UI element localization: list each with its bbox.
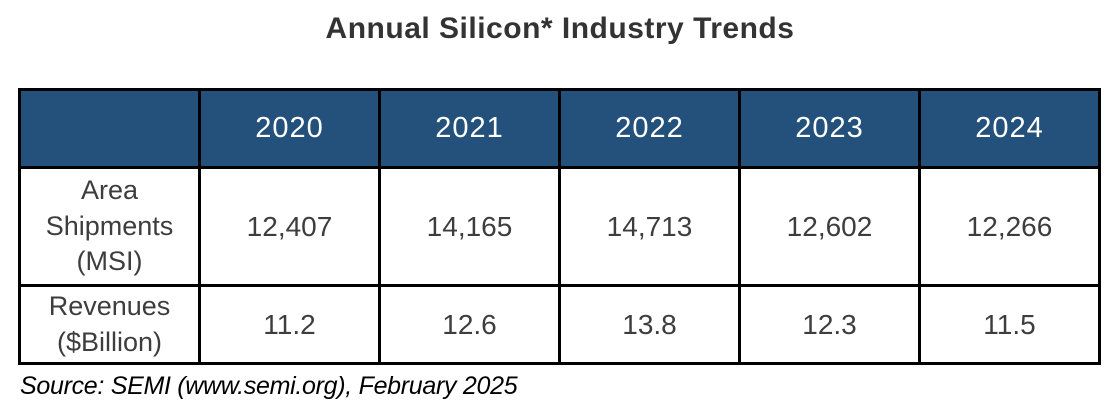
year-header-2024: 2024: [918, 88, 1101, 169]
revenues-2023: 12.3: [738, 283, 921, 366]
table-row-area-shipments: Area Shipments (MSI) 12,407 14,165 14,71…: [18, 166, 1101, 287]
table-row-revenues: Revenues ($Billion) 11.2 12.6 13.8 12.3 …: [18, 283, 1101, 366]
year-header-2022: 2022: [558, 88, 741, 169]
row-label-revenues: Revenues ($Billion): [18, 283, 201, 366]
area-shipments-2023: 12,602: [738, 166, 921, 287]
row-label-area-shipments: Area Shipments (MSI): [18, 166, 201, 287]
year-header-2020: 2020: [198, 88, 381, 169]
revenues-2022: 13.8: [558, 283, 741, 366]
year-header-2023: 2023: [738, 88, 921, 169]
area-shipments-2020: 12,407: [198, 166, 381, 287]
corner-cell: [18, 88, 201, 169]
revenues-2024: 11.5: [918, 283, 1101, 366]
silicon-trends-table: 2020 2021 2022 2023 2024 Area Shipments …: [18, 88, 1101, 366]
area-shipments-2022: 14,713: [558, 166, 741, 287]
table-header-row: 2020 2021 2022 2023 2024: [18, 88, 1101, 169]
source-note: Source: SEMI (www.semi.org), February 20…: [20, 372, 518, 400]
area-shipments-2021: 14,165: [378, 166, 561, 287]
revenues-2020: 11.2: [198, 283, 381, 366]
year-header-2021: 2021: [378, 88, 561, 169]
page-title: Annual Silicon* Industry Trends: [325, 12, 795, 45]
area-shipments-2024: 12,266: [918, 166, 1101, 287]
revenues-2021: 12.6: [378, 283, 561, 366]
